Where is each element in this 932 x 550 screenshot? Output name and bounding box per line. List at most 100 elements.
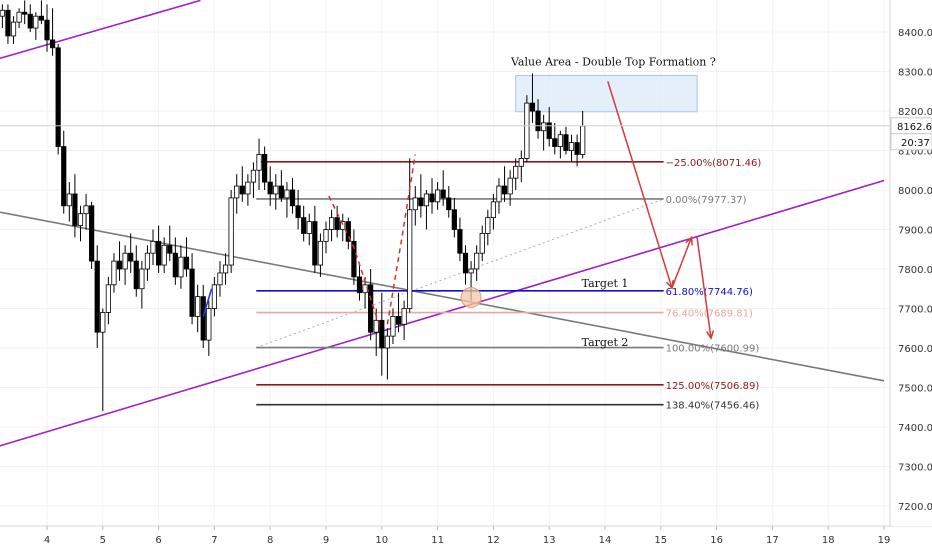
x-tick-label: 17: [766, 535, 779, 546]
countdown-label: 20:37: [901, 138, 930, 149]
candle-body: [10, 21, 17, 37]
candle-body: [513, 165, 519, 179]
x-tick-label: 14: [599, 535, 612, 546]
candle-body: [116, 260, 123, 270]
candlesticks: [0, 0, 586, 412]
candle-body: [189, 268, 195, 317]
candle-body: [289, 189, 296, 207]
x-tick-label: 6: [155, 535, 161, 546]
candle-body: [546, 122, 552, 140]
candle-body: [256, 154, 262, 171]
annotation-text: Target 2: [582, 336, 629, 349]
x-tick-labels: 4 5 6 7 8 9 10 11 12 13 14 15 16 17 18 19: [44, 526, 891, 546]
candle-body: [407, 209, 413, 309]
candle-body: [239, 185, 245, 195]
candle-body: [267, 181, 273, 195]
candle-body: [518, 157, 524, 167]
candle-body: [434, 189, 441, 203]
candle-body: [111, 260, 117, 286]
y-tick-label: 8300.00: [898, 68, 932, 79]
candle-body: [72, 193, 78, 226]
candle-body: [178, 256, 184, 278]
x-tick-label: 13: [543, 535, 556, 546]
candle-body: [172, 252, 178, 278]
candle-body: [524, 102, 530, 159]
fib-level-label: −25.00%(8071.46): [666, 158, 762, 169]
circle-marker: [460, 286, 482, 308]
time-scale: [0, 527, 932, 550]
candle-body: [33, 15, 39, 29]
blue-mark: [202, 288, 213, 317]
fib-level-label: 100.00%(7600.99): [666, 344, 760, 355]
candle-body: [317, 240, 324, 266]
arrow-to-target2: [696, 237, 712, 339]
grid: [0, 0, 890, 526]
candle-body: [83, 205, 89, 215]
candle-body: [412, 197, 418, 211]
fib-level-label: 125.00%(7506.89): [666, 381, 760, 392]
candle-body: [557, 134, 563, 147]
x-tick-label: 16: [710, 535, 723, 546]
candle-body: [451, 209, 457, 230]
last-price-label: 8162.63: [897, 122, 932, 133]
candle-body: [351, 240, 357, 278]
candle-body: [429, 193, 435, 203]
candle-body: [418, 197, 424, 207]
candle-body: [462, 252, 469, 274]
price-scale: [891, 0, 932, 526]
y-tick-label: 8400.00: [898, 28, 932, 39]
arrow-to-target1: [607, 81, 673, 289]
candle-body: [49, 39, 56, 49]
candle-body: [496, 185, 502, 203]
y-tick-label: 7900.00: [898, 226, 932, 237]
price-tags: 8162.63 20:37: [0, 117, 932, 151]
candle-body: [262, 154, 268, 183]
swing-up-dashed: [386, 154, 417, 325]
candle-body: [228, 197, 234, 266]
annotation-text: Value Area - Double Top Formation ?: [510, 56, 716, 69]
candle-body: [362, 284, 368, 294]
candle-body: [306, 221, 312, 234]
candle-body: [250, 169, 257, 183]
candle-body: [66, 193, 72, 207]
candle-body: [301, 217, 307, 234]
candle-body: [155, 240, 162, 266]
candle-body: [200, 296, 206, 341]
fib-level-label: 138.40%(7456.46): [666, 401, 760, 412]
candle-body: [128, 252, 134, 262]
candle-body: [568, 142, 575, 151]
candle-body: [0, 9, 5, 17]
y-tick-label: 8100.00: [898, 147, 932, 158]
value-area-box: [515, 74, 698, 113]
candle-body: [195, 296, 201, 317]
candle-body: [340, 221, 346, 230]
arrow-bounce-up-head: [685, 235, 693, 246]
candle-body: [89, 205, 95, 262]
candle-body: [356, 276, 363, 294]
candle-body: [161, 244, 167, 266]
x-tick-label: 19: [878, 535, 891, 546]
candle-body: [395, 315, 402, 325]
candle-body: [144, 252, 151, 270]
upper-channel-line: [0, 0, 201, 60]
candle-body: [373, 319, 379, 333]
x-tick-label: 9: [323, 535, 329, 546]
fib-level-label: 61.80%(7744.76): [666, 287, 753, 298]
candle-body: [563, 134, 569, 151]
candle-body: [105, 284, 111, 313]
y-tick-label: 7700.00: [898, 305, 932, 316]
candle-body: [22, 11, 28, 15]
candle-body: [27, 13, 33, 29]
fibonacci-levels: −25.00%(8071.46) 0.00%(7977.37) 61.80%(774…: [256, 158, 761, 412]
countdown-tag: [890, 133, 932, 151]
x-tick-label: 12: [487, 535, 500, 546]
candle-body: [211, 284, 217, 309]
fib-level-label: 0.00%(7977.37): [666, 195, 747, 206]
candle-body: [507, 177, 513, 195]
candle-body: [167, 244, 173, 254]
y-tick-label: 7800.00: [898, 265, 932, 276]
candle-body: [401, 308, 407, 325]
candle-body: [234, 185, 240, 199]
